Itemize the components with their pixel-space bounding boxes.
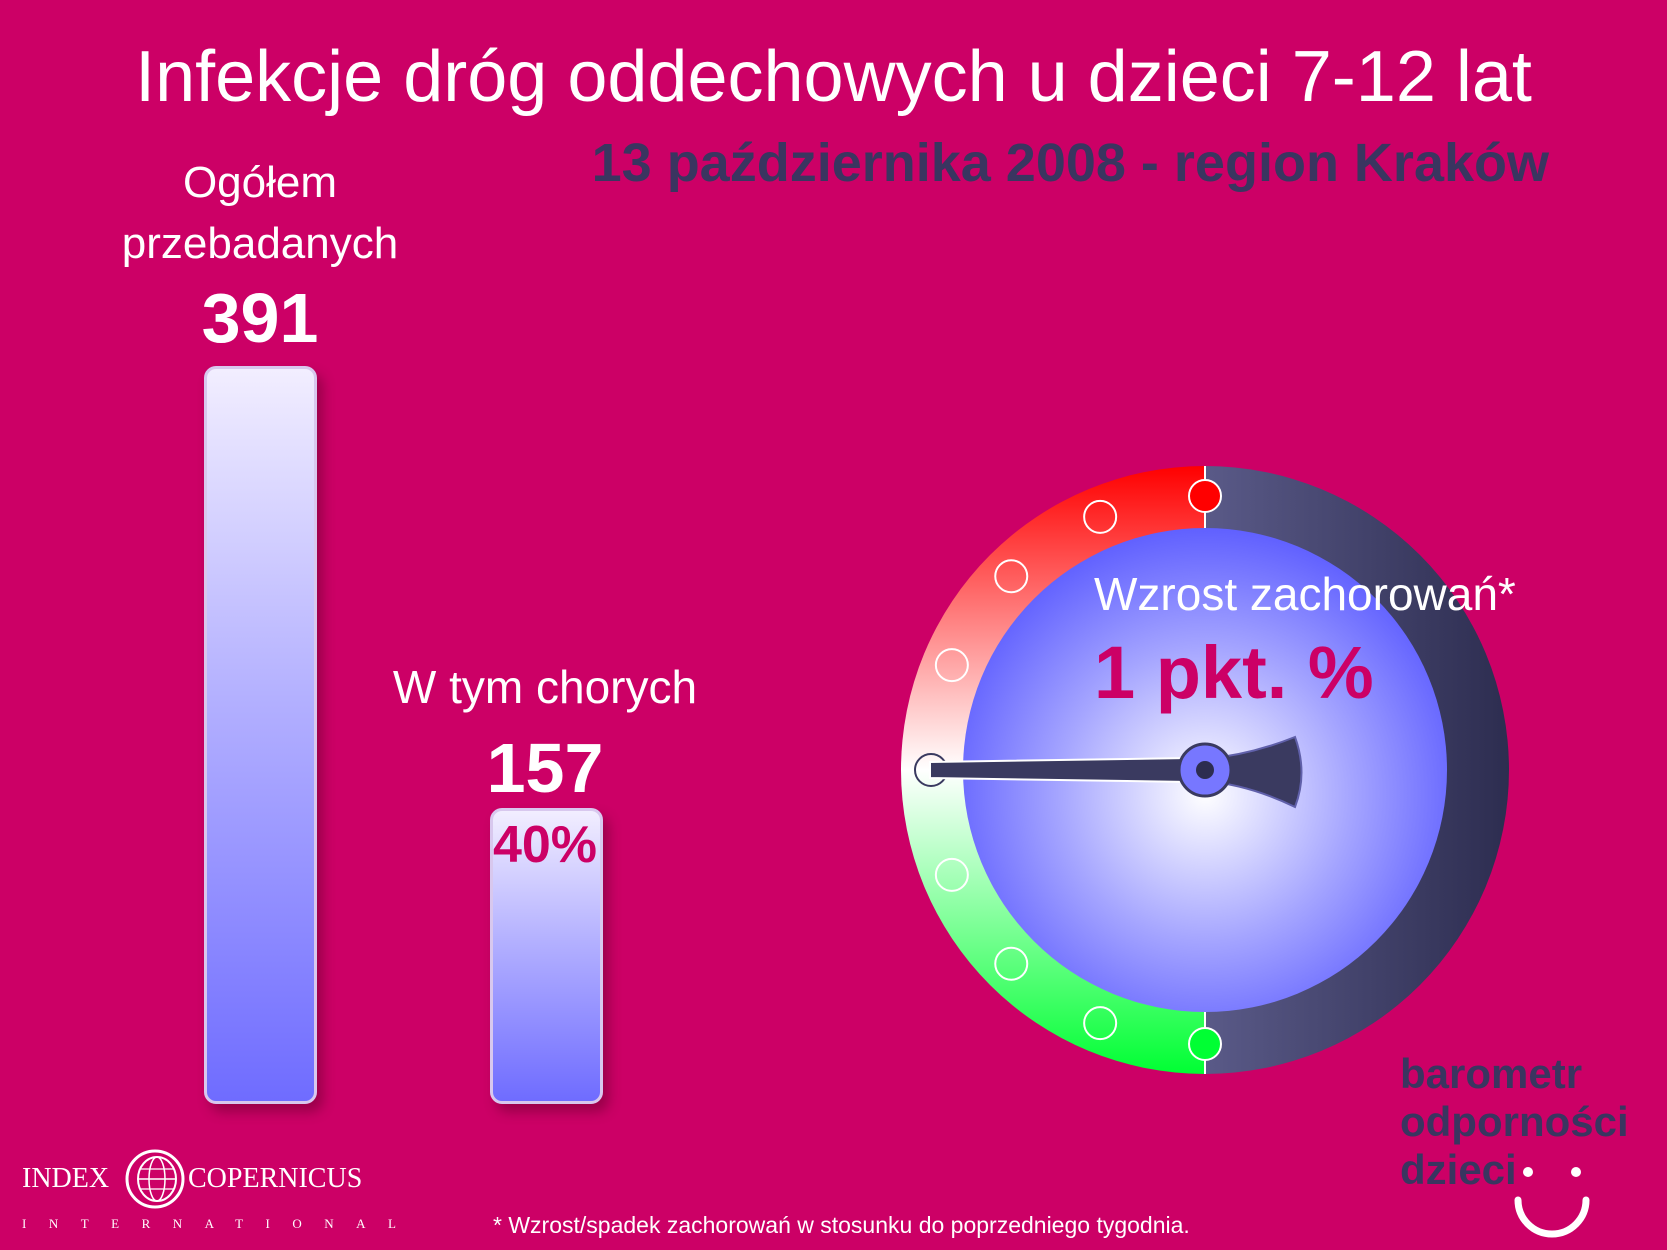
gauge-needle (929, 735, 1303, 809)
needle-hub-center (1196, 761, 1214, 779)
gauge-tick (1188, 1027, 1222, 1061)
footnote: * Wzrost/spadek zachorowań w stosunku do… (493, 1212, 1190, 1238)
gauge-label: Wzrost zachorowań* (1094, 568, 1516, 620)
gauge-tick (1188, 479, 1222, 513)
gauge-tick (994, 559, 1029, 594)
bar-total (204, 366, 317, 1104)
barometer-gauge (901, 466, 1509, 1074)
bar-sick (490, 808, 603, 1104)
bar-sick-value: 157 (486, 729, 604, 807)
globe-icon (125, 1149, 185, 1209)
logo-copernicus: COPERNICUS (188, 1163, 363, 1194)
page-subtitle: 13 października 2008 - region Kraków (591, 133, 1549, 193)
brand-line-1: barometr (1400, 1050, 1583, 1097)
logo-international: INTERNATIONAL (22, 1216, 419, 1231)
bar-total-label: Ogółem przebadanych (121, 158, 399, 268)
needle-shaft (929, 756, 1191, 784)
needle-tail (1204, 735, 1303, 809)
gauge-ticks (914, 479, 1222, 1061)
bar-sick-percent: 40% (492, 816, 598, 874)
logo-index: INDEX (22, 1163, 110, 1194)
gauge-tick (994, 946, 1029, 981)
bar-total-value: 391 (201, 279, 319, 357)
gauge-tick (1083, 499, 1118, 534)
gauge-tick (934, 648, 969, 683)
gauge-tick (1083, 1006, 1118, 1041)
brand-line-3: dzieci (1400, 1146, 1517, 1193)
gauge-tick (934, 857, 969, 892)
brand-line-2: odporności (1400, 1098, 1629, 1145)
smiley-icon (1514, 1167, 1590, 1238)
gauge-value: 1 pkt. % (1094, 631, 1374, 714)
bar-sick-label: W tym chorych (392, 661, 698, 713)
page-title: Infekcje dróg oddechowych u dzieci 7-12 … (135, 37, 1532, 117)
